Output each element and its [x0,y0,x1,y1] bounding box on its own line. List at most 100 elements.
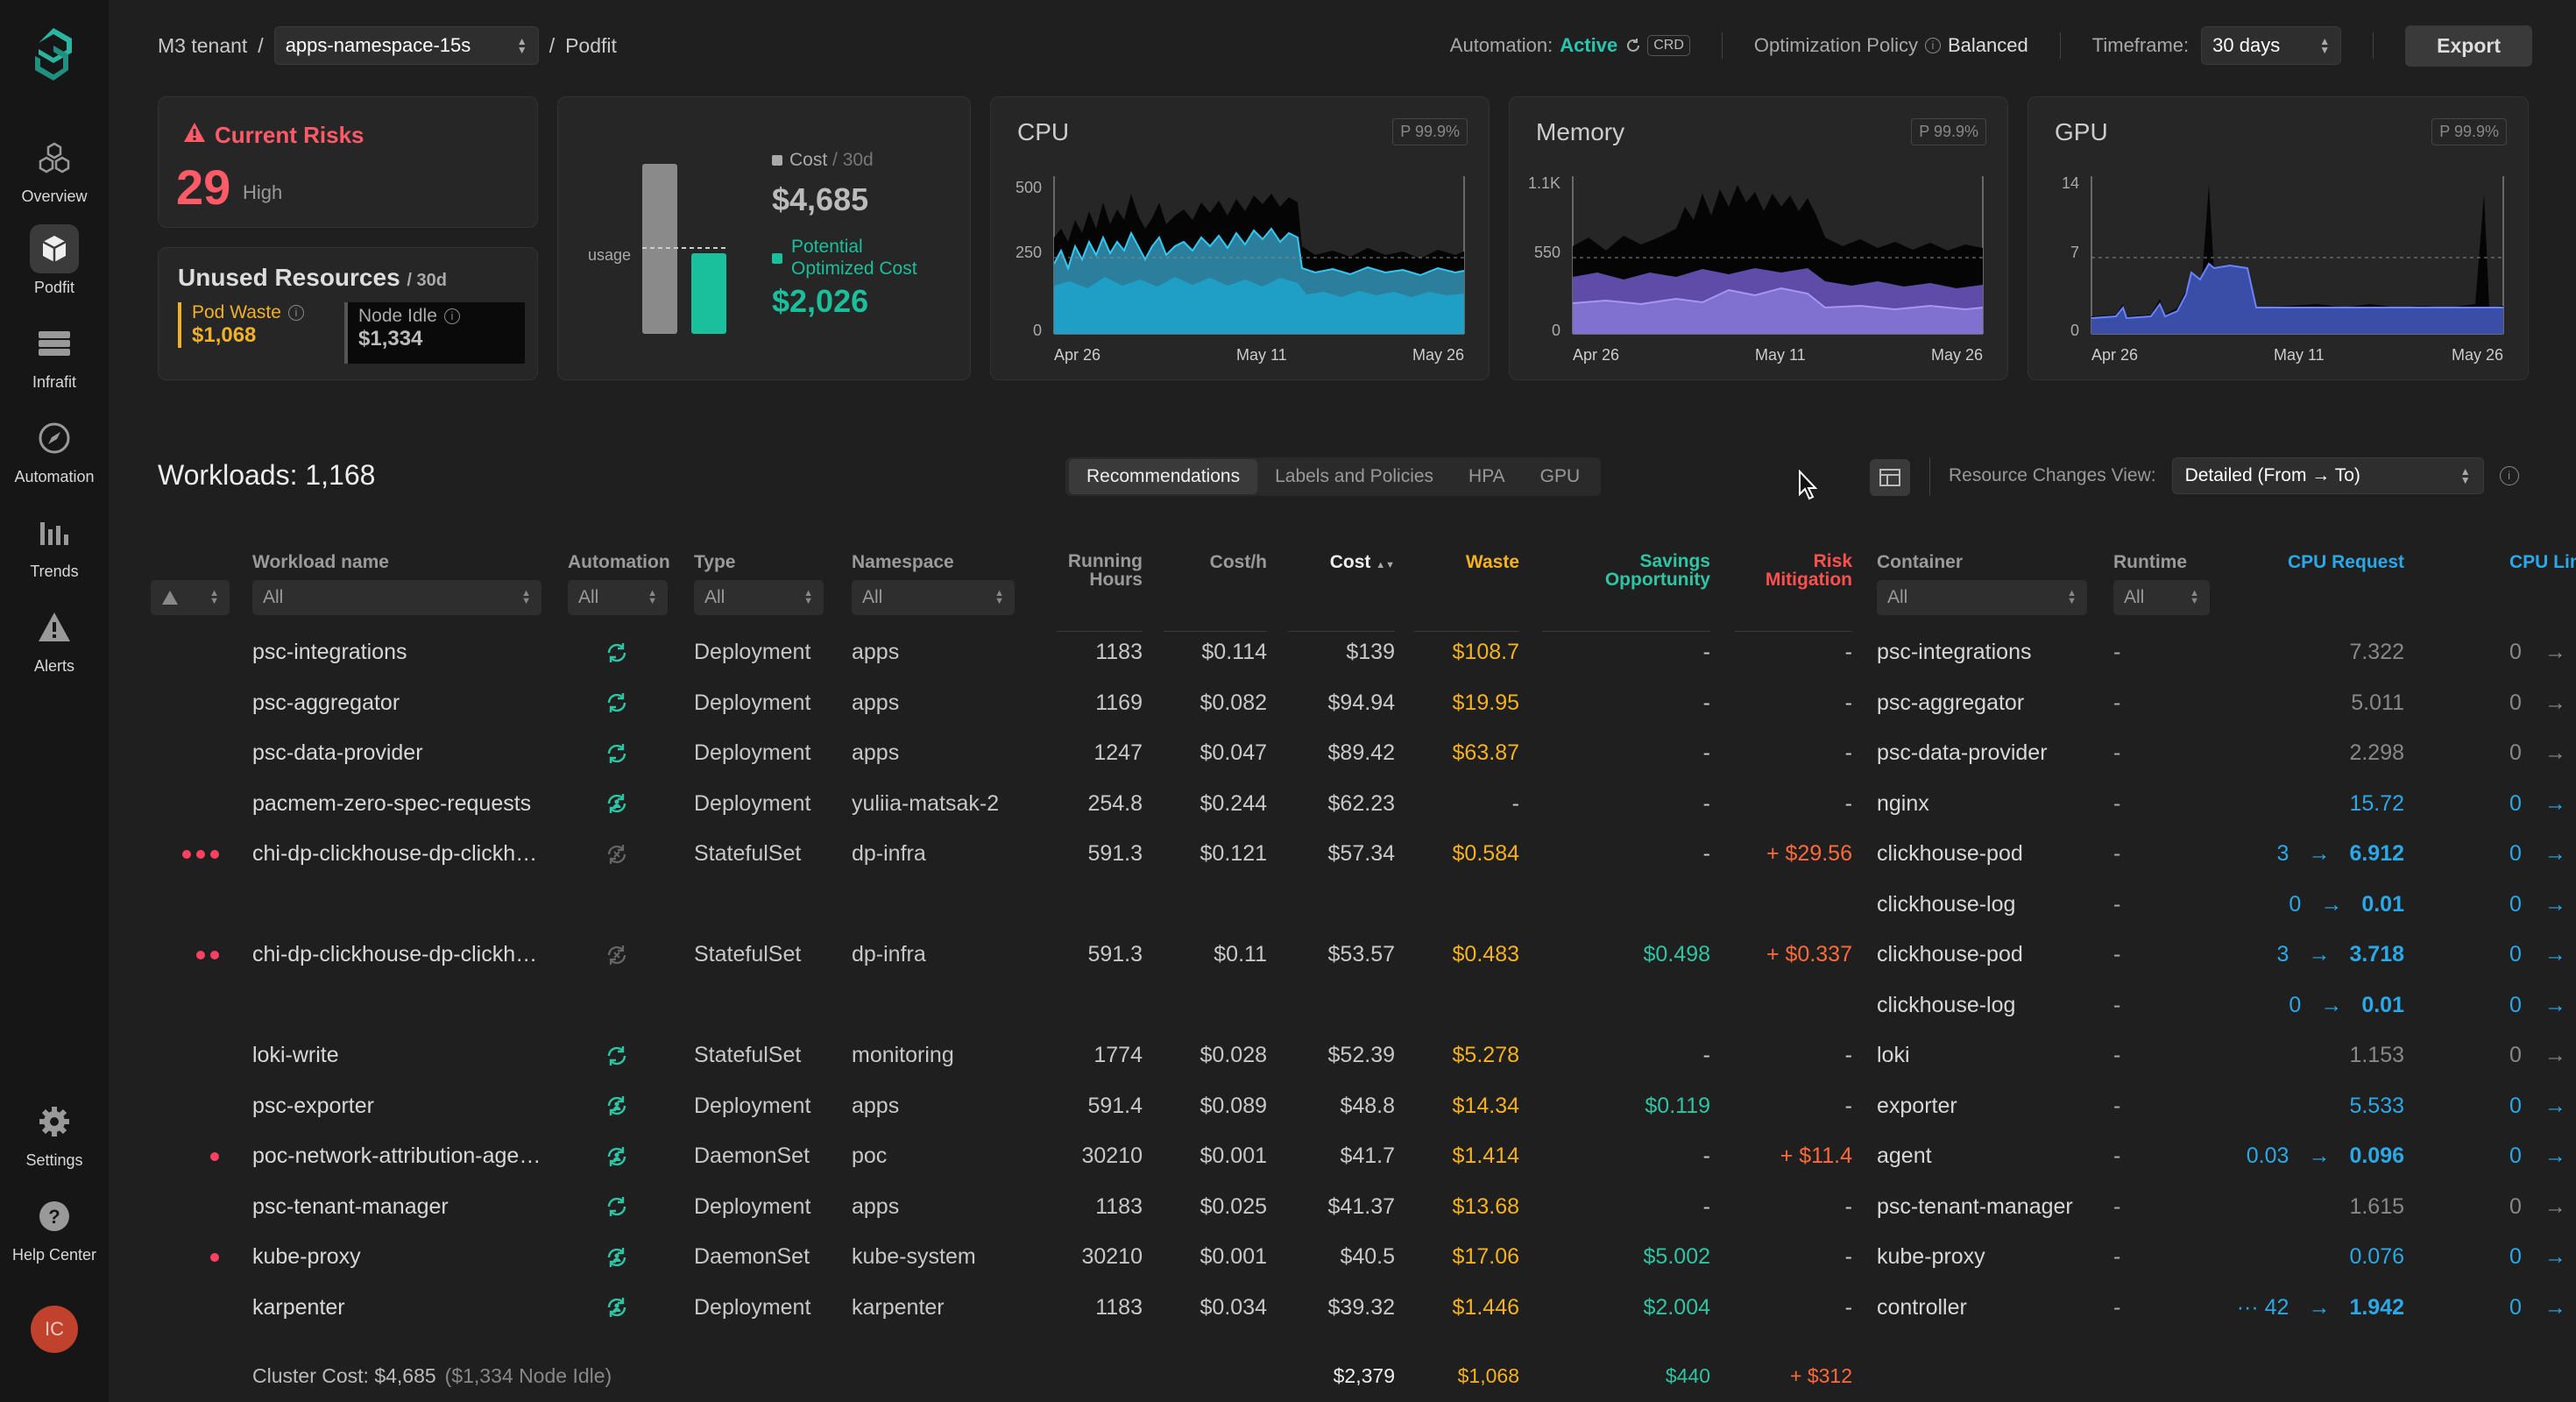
namespace-filter[interactable]: All ▲ ▼ [852,580,1015,615]
container-sub-row[interactable]: clickhouse-log -0 → 0.01 0 → [0,880,2576,930]
workload-name-cell[interactable]: chi-dp-clickhouse-dp-clickh… [252,942,538,967]
automation-cell[interactable] [601,1030,633,1080]
workload-name-cell[interactable]: psc-exporter [252,1093,374,1118]
cpu-request-cell: 5.011 [2173,678,2404,728]
table-row[interactable]: psc-aggregator Deployment apps 1169 $0.082 $9… [0,678,2576,728]
col-cost[interactable]: Cost ▲▼ [1329,552,1395,572]
sidebar-item-settings[interactable]: Settings [0,1097,109,1170]
col-container[interactable]: Container [1877,552,1964,572]
automation-cell[interactable] [601,728,633,778]
automation-cell[interactable] [601,627,633,677]
workload-name-cell[interactable]: poc-network-attribution-age… [252,1144,541,1168]
running-hours-cell: 591.4 [1087,1093,1143,1118]
info-icon[interactable]: i [2499,466,2519,485]
app-logo[interactable] [32,26,75,82]
container-sub-row[interactable]: clickhouse-log -0 → 0.01 0 → [0,981,2576,1030]
automation-cell[interactable] [601,1232,633,1282]
automation-cell[interactable] [601,779,633,829]
automation-cell[interactable] [601,930,633,980]
automation-cell[interactable] [601,1131,633,1181]
automation-cell[interactable] [601,1283,633,1333]
workload-name-cell[interactable]: psc-integrations [252,640,407,664]
automation-filter[interactable]: All ▲ ▼ [568,580,668,615]
col-risk-mitigation[interactable]: Risk Mitigation [1765,551,1852,590]
sidebar-item-trends[interactable]: Trends [0,508,109,581]
workload-name-cell[interactable]: psc-tenant-manager [252,1193,449,1219]
sidebar-item-podfit[interactable]: Podfit [0,224,109,297]
percentile-badge[interactable]: P 99.9% [2431,118,2507,145]
tab-recommendations[interactable]: Recommendations [1069,459,1258,494]
col-running-hours[interactable]: Running Hours [1067,551,1143,590]
container-filter[interactable]: All ▲ ▼ [1877,580,2087,615]
table-row[interactable]: pacmem-zero-spec-requests Deployment yulii… [0,779,2576,829]
automation-cell[interactable] [601,829,633,879]
workload-filter[interactable]: All ▲ ▼ [252,580,541,615]
tab-hpa[interactable]: HPA [1468,466,1505,486]
table-settings-button[interactable] [1870,459,1910,496]
table-row[interactable]: kube-proxy DaemonSet kube-system 30210 $0.00… [0,1232,2576,1282]
info-icon[interactable]: i [443,308,460,325]
automation-cell[interactable] [601,678,633,728]
col-waste[interactable]: Waste [1465,552,1519,572]
risk-filter[interactable]: ▲ ▼ [151,580,230,615]
pod-waste[interactable]: Pod Waste i $1,068 [178,302,304,348]
sidebar-item-overview[interactable]: Overview [0,133,109,206]
type-filter[interactable]: All ▲ ▼ [694,580,824,615]
sidebar-item-help[interactable]: ? Help Center [0,1192,109,1264]
workload-name-cell[interactable]: pacmem-zero-spec-requests [252,790,532,816]
percentile-badge[interactable]: P 99.9% [1392,118,1468,145]
workload-name-cell[interactable]: loki-write [252,1043,339,1067]
table-row[interactable]: loki-write StatefulSet monitoring 1774 $0.02… [0,1030,2576,1080]
col-cost-per-hour[interactable]: Cost/h [1209,552,1267,572]
pod-waste-value: $1,068 [192,323,257,347]
percentile-badge[interactable]: P 99.9% [1911,118,1986,145]
avatar[interactable]: IC [31,1306,78,1353]
automation-cell[interactable] [601,1182,633,1232]
namespace-select[interactable]: apps-namespace-15s ▲ ▼ [273,26,539,65]
current-risks-card[interactable]: Current Risks 29 High [158,96,538,228]
col-cpu-request[interactable]: CPU Request [2287,552,2404,572]
col-workload-name[interactable]: Workload name [252,552,389,572]
automation-cell[interactable] [601,1081,633,1131]
table-row[interactable]: psc-tenant-manager Deployment apps 1183 $0.0… [0,1182,2576,1232]
info-icon[interactable]: i [1924,38,1941,53]
table-row[interactable]: psc-integrations Deployment apps 1183 $0.114… [0,627,2576,677]
table-row[interactable]: chi-dp-clickhouse-dp-clickh… StatefulSet d… [0,930,2576,980]
workload-name-cell[interactable]: psc-data-provider [252,740,423,765]
col-automation[interactable]: Automation [568,552,670,572]
tab-labels-policies[interactable]: Labels and Policies [1275,466,1434,486]
memory-chart-card[interactable]: Memory P 99.9% 1.1K 550 0 Apr 26 May 11 … [1509,96,2008,380]
workload-name-cell[interactable]: karpenter [252,1294,345,1320]
runtime-filter[interactable]: All ▲ ▼ [2113,580,2210,615]
cpu-request-value: 5.533 [2349,1093,2404,1118]
warning-icon [162,591,178,605]
table-row[interactable]: chi-dp-clickhouse-dp-clickh… StatefulSet d… [0,829,2576,879]
breadcrumb-tenant[interactable]: M3 tenant [158,33,248,57]
resource-changes-select[interactable]: Detailed (From → To) ▲ ▼ [2171,457,2484,494]
info-icon[interactable]: i [287,305,304,322]
table-row[interactable]: psc-data-provider Deployment apps 1247 $0.04… [0,728,2576,778]
col-namespace[interactable]: Namespace [852,552,954,572]
automation-status[interactable]: Active [1560,34,1618,56]
col-cpu-limit[interactable]: CPU Lim [2509,552,2576,572]
node-idle[interactable]: Node Idle i $1,334 [344,302,525,364]
col-savings[interactable]: Savings Opportunity [1604,551,1710,590]
workload-name-cell[interactable]: psc-aggregator [252,690,400,715]
workload-name-cell[interactable]: kube-proxy [252,1244,361,1269]
workload-name-cell[interactable]: chi-dp-clickhouse-dp-clickh… [252,841,538,866]
cost-per-hour-cell: $0.11 [1214,942,1267,967]
cpu-chart-card[interactable]: CPU P 99.9% 500 250 0 Apr 26 May 11 May … [990,96,1490,380]
col-type[interactable]: Type [694,552,736,572]
table-row[interactable]: psc-exporter Deployment apps 591.4 $0.089 $48… [0,1081,2576,1131]
sidebar-item-automation[interactable]: Automation [0,414,109,486]
sidebar-item-infrafit[interactable]: Infrafit [0,319,109,392]
col-runtime[interactable]: Runtime [2113,552,2187,572]
tab-gpu[interactable]: GPU [1539,466,1581,486]
export-button[interactable]: Export [2405,25,2532,67]
sidebar-item-alerts[interactable]: Alerts [0,603,109,676]
timeframe-select[interactable]: 30 days ▲ ▼ [2201,26,2342,65]
table-row[interactable]: poc-network-attribution-age… DaemonSet poc… [0,1131,2576,1181]
policy-value[interactable]: Balanced [1947,34,2028,56]
table-row[interactable]: karpenter Deployment karpenter 1183 $0.034 $3… [0,1283,2576,1333]
gpu-chart-card[interactable]: GPU P 99.9% 14 7 0 Apr 26 May 11 May 26 [2028,96,2529,380]
